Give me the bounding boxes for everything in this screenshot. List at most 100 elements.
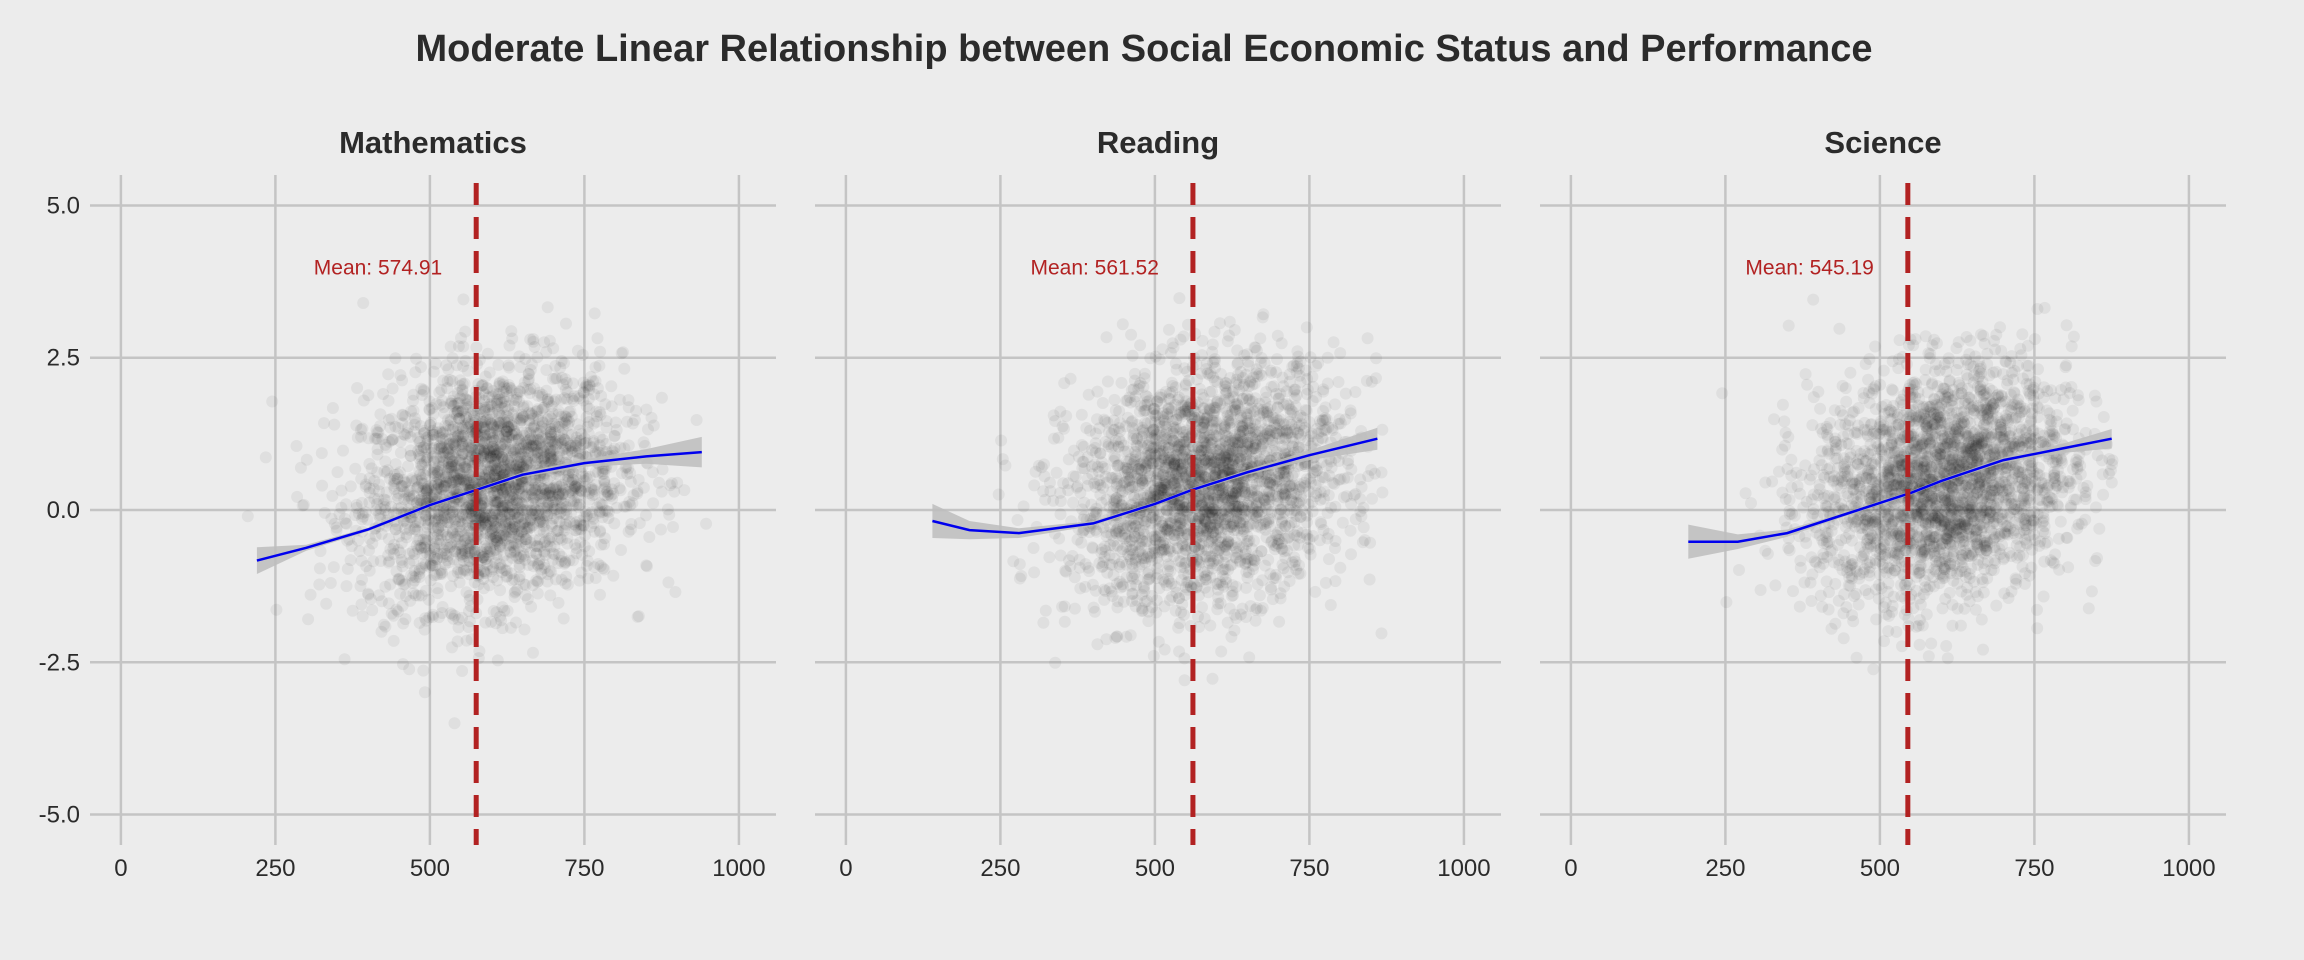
scatter-point <box>504 508 517 520</box>
scatter-point <box>529 451 542 463</box>
scatter-point <box>473 442 486 455</box>
scatter-point <box>560 317 572 330</box>
scatter-point <box>558 434 571 446</box>
scatter-point <box>492 424 505 437</box>
scatter-point <box>513 520 526 533</box>
scatter-point <box>545 455 558 468</box>
scatter-point <box>372 426 385 439</box>
scatter-point <box>570 439 583 452</box>
scatter-point <box>501 523 514 536</box>
facet-title: Mathematics <box>339 125 527 160</box>
scatter-point <box>447 474 460 487</box>
scatter-point <box>545 417 558 430</box>
scatter-point <box>483 579 496 592</box>
scatter-point <box>377 618 390 631</box>
scatter-point <box>540 524 553 537</box>
scatter-point <box>541 395 554 408</box>
scatter-point <box>512 482 525 495</box>
scatter-point <box>362 588 375 601</box>
scatter-point <box>625 518 638 530</box>
scatter-point <box>1319 401 1332 414</box>
scatter-point <box>507 444 520 457</box>
scatter-point <box>418 623 431 636</box>
scatter-point <box>1275 337 1288 350</box>
scatter-point <box>413 564 426 577</box>
scatter-point <box>487 533 500 546</box>
scatter-point <box>438 544 451 557</box>
scatter-point <box>570 516 583 529</box>
scatter-point <box>403 547 416 560</box>
scatter-point <box>577 386 590 399</box>
scatter-point <box>431 568 443 581</box>
scatter-point <box>443 475 456 488</box>
scatter-point <box>443 448 456 461</box>
scatter-point <box>461 417 474 430</box>
scatter-point <box>490 496 503 509</box>
scatter-point <box>531 587 544 600</box>
scatter-point <box>430 536 443 549</box>
scatter-point <box>1228 624 1241 637</box>
scatter-point <box>533 553 546 566</box>
scatter-point <box>405 569 418 582</box>
scatter-point <box>439 558 452 571</box>
scatter-point <box>449 397 462 410</box>
scatter-point <box>460 586 473 599</box>
scatter-point <box>454 374 467 387</box>
scatter-point <box>499 400 511 413</box>
scatter-point <box>554 361 567 374</box>
scatter-point <box>499 463 511 476</box>
scatter-point <box>389 523 402 536</box>
scatter-point <box>382 533 395 545</box>
scatter-point <box>543 334 556 347</box>
scatter-point <box>1303 542 1316 555</box>
scatter-point <box>497 517 510 530</box>
scatter-point <box>529 439 542 452</box>
scatter-point <box>1027 542 1040 554</box>
scatter-point <box>445 476 458 489</box>
scatter-point <box>420 614 433 627</box>
scatter-point <box>1043 551 1056 564</box>
scatter-point <box>415 541 427 554</box>
scatter-point <box>479 472 491 485</box>
scatter-point <box>559 517 572 530</box>
scatter-point <box>535 487 548 500</box>
scatter-point <box>505 325 518 338</box>
scatter-point <box>597 467 610 480</box>
scatter-point <box>1054 549 1067 562</box>
scatter-point <box>387 634 400 647</box>
scatter-point <box>447 483 460 496</box>
scatter-point <box>462 547 475 560</box>
scatter-point <box>538 501 550 514</box>
scatter-point <box>415 589 428 602</box>
scatter-point <box>575 519 588 532</box>
scatter-point <box>547 482 560 495</box>
scatter-point <box>456 665 469 677</box>
scatter-point <box>594 524 607 537</box>
scatter-point <box>540 364 553 376</box>
scatter-point <box>445 397 458 410</box>
x-tick-label: 0 <box>839 855 852 882</box>
scatter-point <box>525 484 538 497</box>
scatter-point <box>425 446 438 459</box>
scatter-point <box>407 388 420 401</box>
scatter-point <box>496 601 509 614</box>
scatter-point <box>388 483 401 495</box>
scatter-point <box>521 503 534 516</box>
scatter-point <box>460 634 473 647</box>
scatter-point <box>496 396 509 409</box>
scatter-point <box>422 464 435 476</box>
scatter-point <box>482 444 495 457</box>
scatter-point <box>326 489 339 502</box>
scatter-point <box>1312 357 1325 370</box>
scatter-point <box>478 506 491 519</box>
scatter-point <box>531 558 544 571</box>
scatter-point <box>1068 602 1081 615</box>
scatter-point <box>1264 568 1277 581</box>
scatter-point <box>554 493 566 506</box>
scatter-point <box>428 551 441 564</box>
scatter-point <box>1306 395 1319 407</box>
scatter-point <box>513 385 526 398</box>
scatter-point <box>414 468 427 481</box>
scatter-point <box>1272 508 1284 521</box>
scatter-point <box>422 513 435 526</box>
